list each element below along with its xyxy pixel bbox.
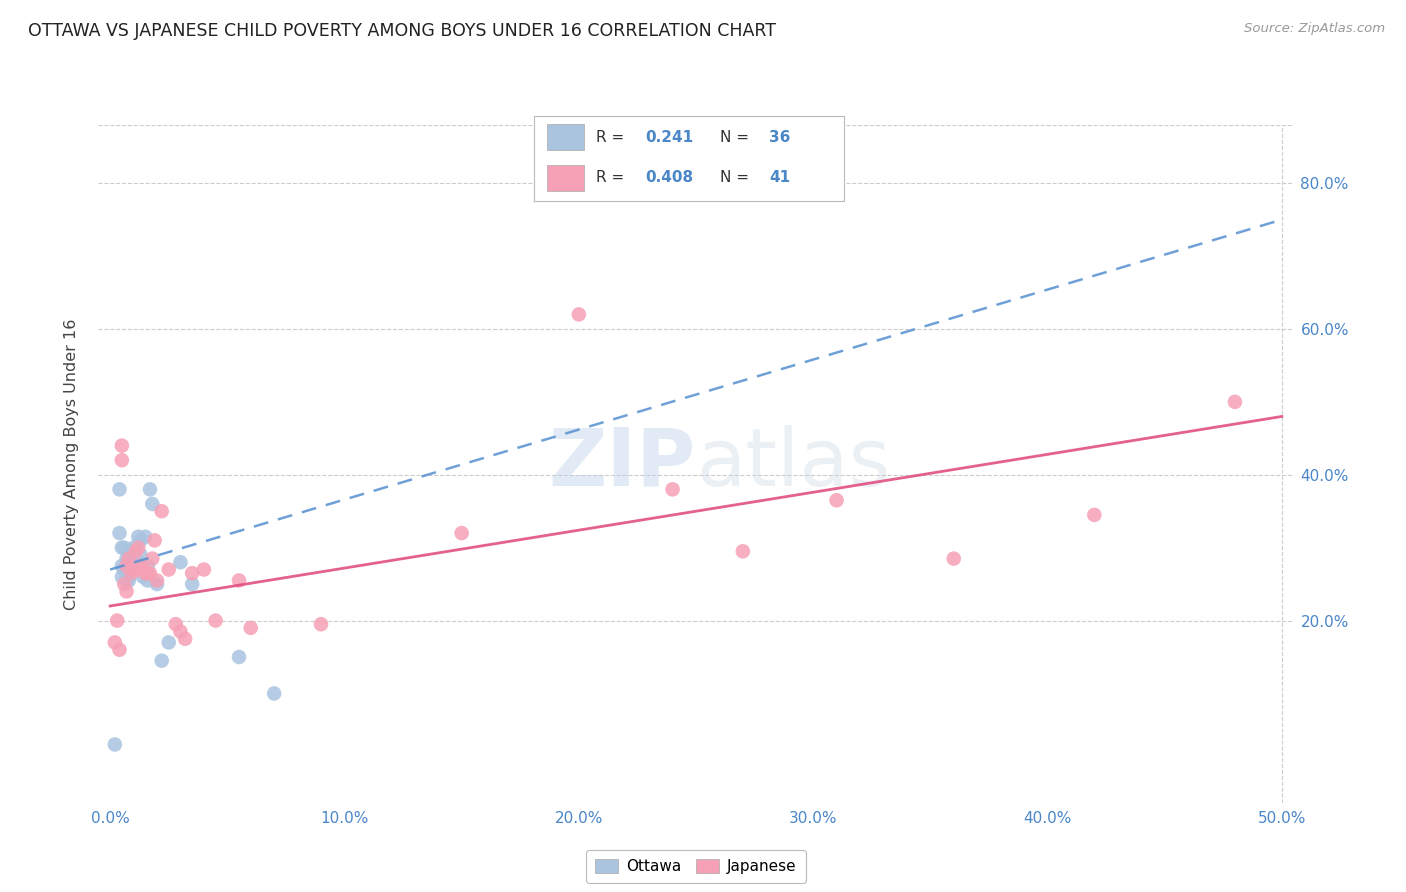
Point	[165, 617, 187, 632]
Text: atlas: atlas	[696, 425, 890, 503]
FancyBboxPatch shape	[547, 125, 583, 150]
Point	[132, 570, 155, 584]
Point	[112, 541, 135, 555]
Point	[111, 453, 134, 467]
Point	[731, 544, 754, 558]
Point	[108, 483, 131, 497]
Point	[169, 624, 191, 639]
Point	[134, 566, 156, 581]
Point	[105, 614, 128, 628]
Point	[309, 617, 332, 632]
Point	[139, 483, 162, 497]
Point	[111, 558, 134, 573]
Point	[122, 541, 145, 555]
Point	[450, 526, 472, 541]
Point	[125, 544, 148, 558]
Point	[1223, 395, 1246, 409]
Point	[115, 558, 138, 573]
Text: R =: R =	[596, 129, 630, 145]
Point	[942, 551, 965, 566]
Point	[181, 577, 204, 591]
Text: N =: N =	[720, 129, 754, 145]
Point	[263, 686, 285, 700]
Text: 41: 41	[769, 170, 790, 186]
Point	[157, 635, 180, 649]
Point	[115, 574, 138, 588]
Point	[125, 562, 148, 576]
Point	[115, 558, 138, 573]
Point	[146, 577, 169, 591]
Point	[141, 551, 163, 566]
Point	[150, 504, 173, 518]
Point	[108, 526, 131, 541]
Point	[136, 558, 159, 573]
Point	[129, 558, 152, 573]
Text: N =: N =	[720, 170, 754, 186]
Point	[115, 584, 138, 599]
Point	[129, 548, 152, 562]
Text: 36: 36	[769, 129, 790, 145]
Point	[181, 566, 204, 581]
FancyBboxPatch shape	[547, 165, 583, 191]
Point	[120, 566, 142, 581]
Text: Source: ZipAtlas.com: Source: ZipAtlas.com	[1244, 22, 1385, 36]
Point	[122, 551, 145, 566]
Point	[129, 533, 152, 548]
Point	[193, 562, 215, 576]
Point	[150, 654, 173, 668]
Point	[112, 577, 135, 591]
Point	[122, 562, 145, 576]
Point	[120, 544, 142, 558]
Point	[146, 574, 169, 588]
Point	[104, 635, 127, 649]
Point	[127, 530, 149, 544]
Point	[136, 574, 159, 588]
Point	[134, 530, 156, 544]
Point	[108, 642, 131, 657]
Point	[136, 566, 159, 581]
Point	[228, 574, 250, 588]
Point	[239, 621, 262, 635]
Point	[111, 570, 134, 584]
Point	[118, 570, 141, 584]
Point	[228, 650, 250, 665]
Text: R =: R =	[596, 170, 630, 186]
Legend: Ottawa, Japanese: Ottawa, Japanese	[586, 850, 806, 883]
Point	[111, 439, 134, 453]
Point	[139, 566, 162, 581]
Point	[143, 533, 166, 548]
Point	[174, 632, 197, 646]
Point	[118, 574, 141, 588]
Point	[118, 558, 141, 573]
Point	[204, 614, 226, 628]
Text: ZIP: ZIP	[548, 425, 696, 503]
Text: OTTAWA VS JAPANESE CHILD POVERTY AMONG BOYS UNDER 16 CORRELATION CHART: OTTAWA VS JAPANESE CHILD POVERTY AMONG B…	[28, 22, 776, 40]
Point	[111, 541, 134, 555]
Point	[1083, 508, 1105, 522]
Point	[112, 562, 135, 576]
Point	[157, 562, 180, 576]
Point	[115, 551, 138, 566]
Point	[825, 493, 848, 508]
Point	[104, 738, 127, 752]
Point	[127, 541, 149, 555]
Point	[141, 497, 163, 511]
Point	[127, 555, 149, 569]
Point	[661, 483, 683, 497]
Point	[127, 562, 149, 576]
Point	[118, 551, 141, 566]
Point	[169, 555, 191, 569]
Text: 0.408: 0.408	[645, 170, 693, 186]
Text: 0.241: 0.241	[645, 129, 693, 145]
Point	[568, 307, 591, 321]
Y-axis label: Child Poverty Among Boys Under 16: Child Poverty Among Boys Under 16	[65, 318, 79, 609]
Point	[132, 562, 155, 576]
Point	[120, 555, 142, 569]
